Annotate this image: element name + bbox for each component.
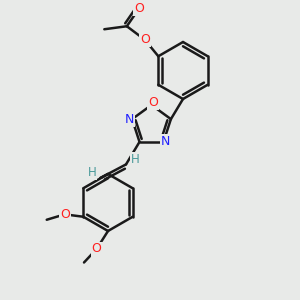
- Text: O: O: [92, 242, 101, 256]
- Text: H: H: [88, 166, 97, 179]
- Text: O: O: [60, 208, 70, 221]
- Text: H: H: [131, 152, 140, 166]
- Text: O: O: [148, 96, 158, 110]
- Text: O: O: [140, 33, 150, 46]
- Text: O: O: [134, 2, 144, 15]
- Text: N: N: [125, 112, 134, 126]
- Text: N: N: [161, 135, 171, 148]
